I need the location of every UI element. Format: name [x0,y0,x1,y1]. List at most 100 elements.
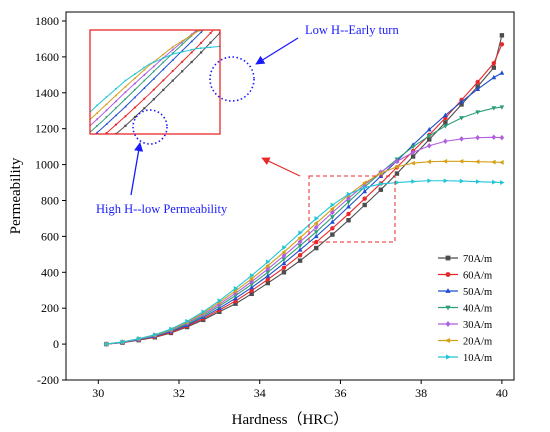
data-point [329,215,335,220]
inset-point [171,58,174,61]
series-line [106,180,502,345]
inset-point [171,45,174,49]
data-point [297,247,303,252]
inset-point [143,66,146,69]
data-point [426,159,432,165]
inset-point [190,48,193,51]
y-tick-label: 1000 [35,158,59,172]
inset-point [342,44,344,46]
data-point [297,235,302,241]
data-point [491,65,497,70]
legend-marker [445,272,451,277]
inset-frame [89,29,221,135]
inset-point [304,43,306,45]
inset-point [162,68,165,71]
y-tick-label: 1800 [35,14,59,28]
series-line [106,35,503,345]
inset-point [30,199,32,201]
legend: 70A/m 60A/m 50A/m 40A/m 30A/m 20A/m 10A/m [438,254,492,364]
data-point [459,136,464,142]
inset-point [162,88,165,92]
data-point [265,280,271,286]
data-point [266,259,271,265]
legend-label: 60A/m [463,271,492,282]
inset-point [313,13,315,15]
inset-point [180,39,184,43]
zoom-region-box [308,175,396,243]
inset-point [86,140,88,142]
inset-point [115,87,118,91]
data-point [282,245,287,250]
inset-point [2,191,4,193]
data-point [475,79,480,85]
inset-point [228,2,230,4]
inset-point [342,14,344,16]
inset-point [199,41,203,44]
data-point [281,257,287,263]
inset-point [228,7,230,10]
inset-point [58,152,60,155]
data-point [169,326,174,332]
data-point [491,106,497,111]
inset-point [181,70,184,73]
data-point [330,209,335,216]
data-point [313,220,318,226]
data-point [281,265,287,271]
inset-point [266,42,268,44]
inset-point [333,44,335,46]
inset-point [58,171,60,173]
inset-point [143,86,146,89]
data-point [500,180,505,185]
x-tick-label: 38 [415,386,427,400]
inset-point [68,156,70,158]
data-point [120,339,126,345]
data-point [492,179,497,185]
legend-item: 40A/m [438,304,492,315]
legend-item: 60A/m [438,271,492,282]
inset-point [68,164,70,166]
inset-point [294,13,296,15]
x-tick-label: 34 [254,386,266,400]
inset-point [58,179,60,181]
series-line [106,106,502,345]
legend-marker [445,321,451,327]
data-point [362,185,368,190]
data-point [297,239,303,245]
data-point [499,33,505,38]
legend-label: 40A/m [463,304,492,315]
inset-point [209,22,211,24]
inset-point [86,133,88,135]
data-point [297,243,303,249]
data-point [491,134,497,141]
inset-point [105,141,107,143]
data-point [346,211,351,217]
data-point [394,158,400,165]
inset-point [209,25,211,27]
y-tick-label: 200 [41,301,59,315]
inset-point [171,52,175,56]
inset-point [190,51,193,54]
inset-point [114,123,118,126]
legend-label: 70A/m [463,254,492,265]
inset-point [77,142,79,144]
inset-point [86,121,88,123]
inset-point [247,43,249,45]
inset-point [114,99,118,103]
legend-item: 30A/m [438,320,492,331]
data-point [346,218,351,223]
inset-point [323,43,325,45]
inset-point [67,138,69,140]
inset-point [105,102,108,106]
inset-point [190,33,193,37]
inset-point [105,95,108,99]
inset-point [133,106,137,109]
inset-point [1,208,3,210]
inset-point [238,2,240,4]
data-point [362,196,367,201]
inset-point [1,200,3,203]
inset-point [219,22,221,24]
data-point [232,288,238,294]
legend-marker [445,255,451,261]
data-point [104,341,110,347]
inset-point [68,144,70,147]
